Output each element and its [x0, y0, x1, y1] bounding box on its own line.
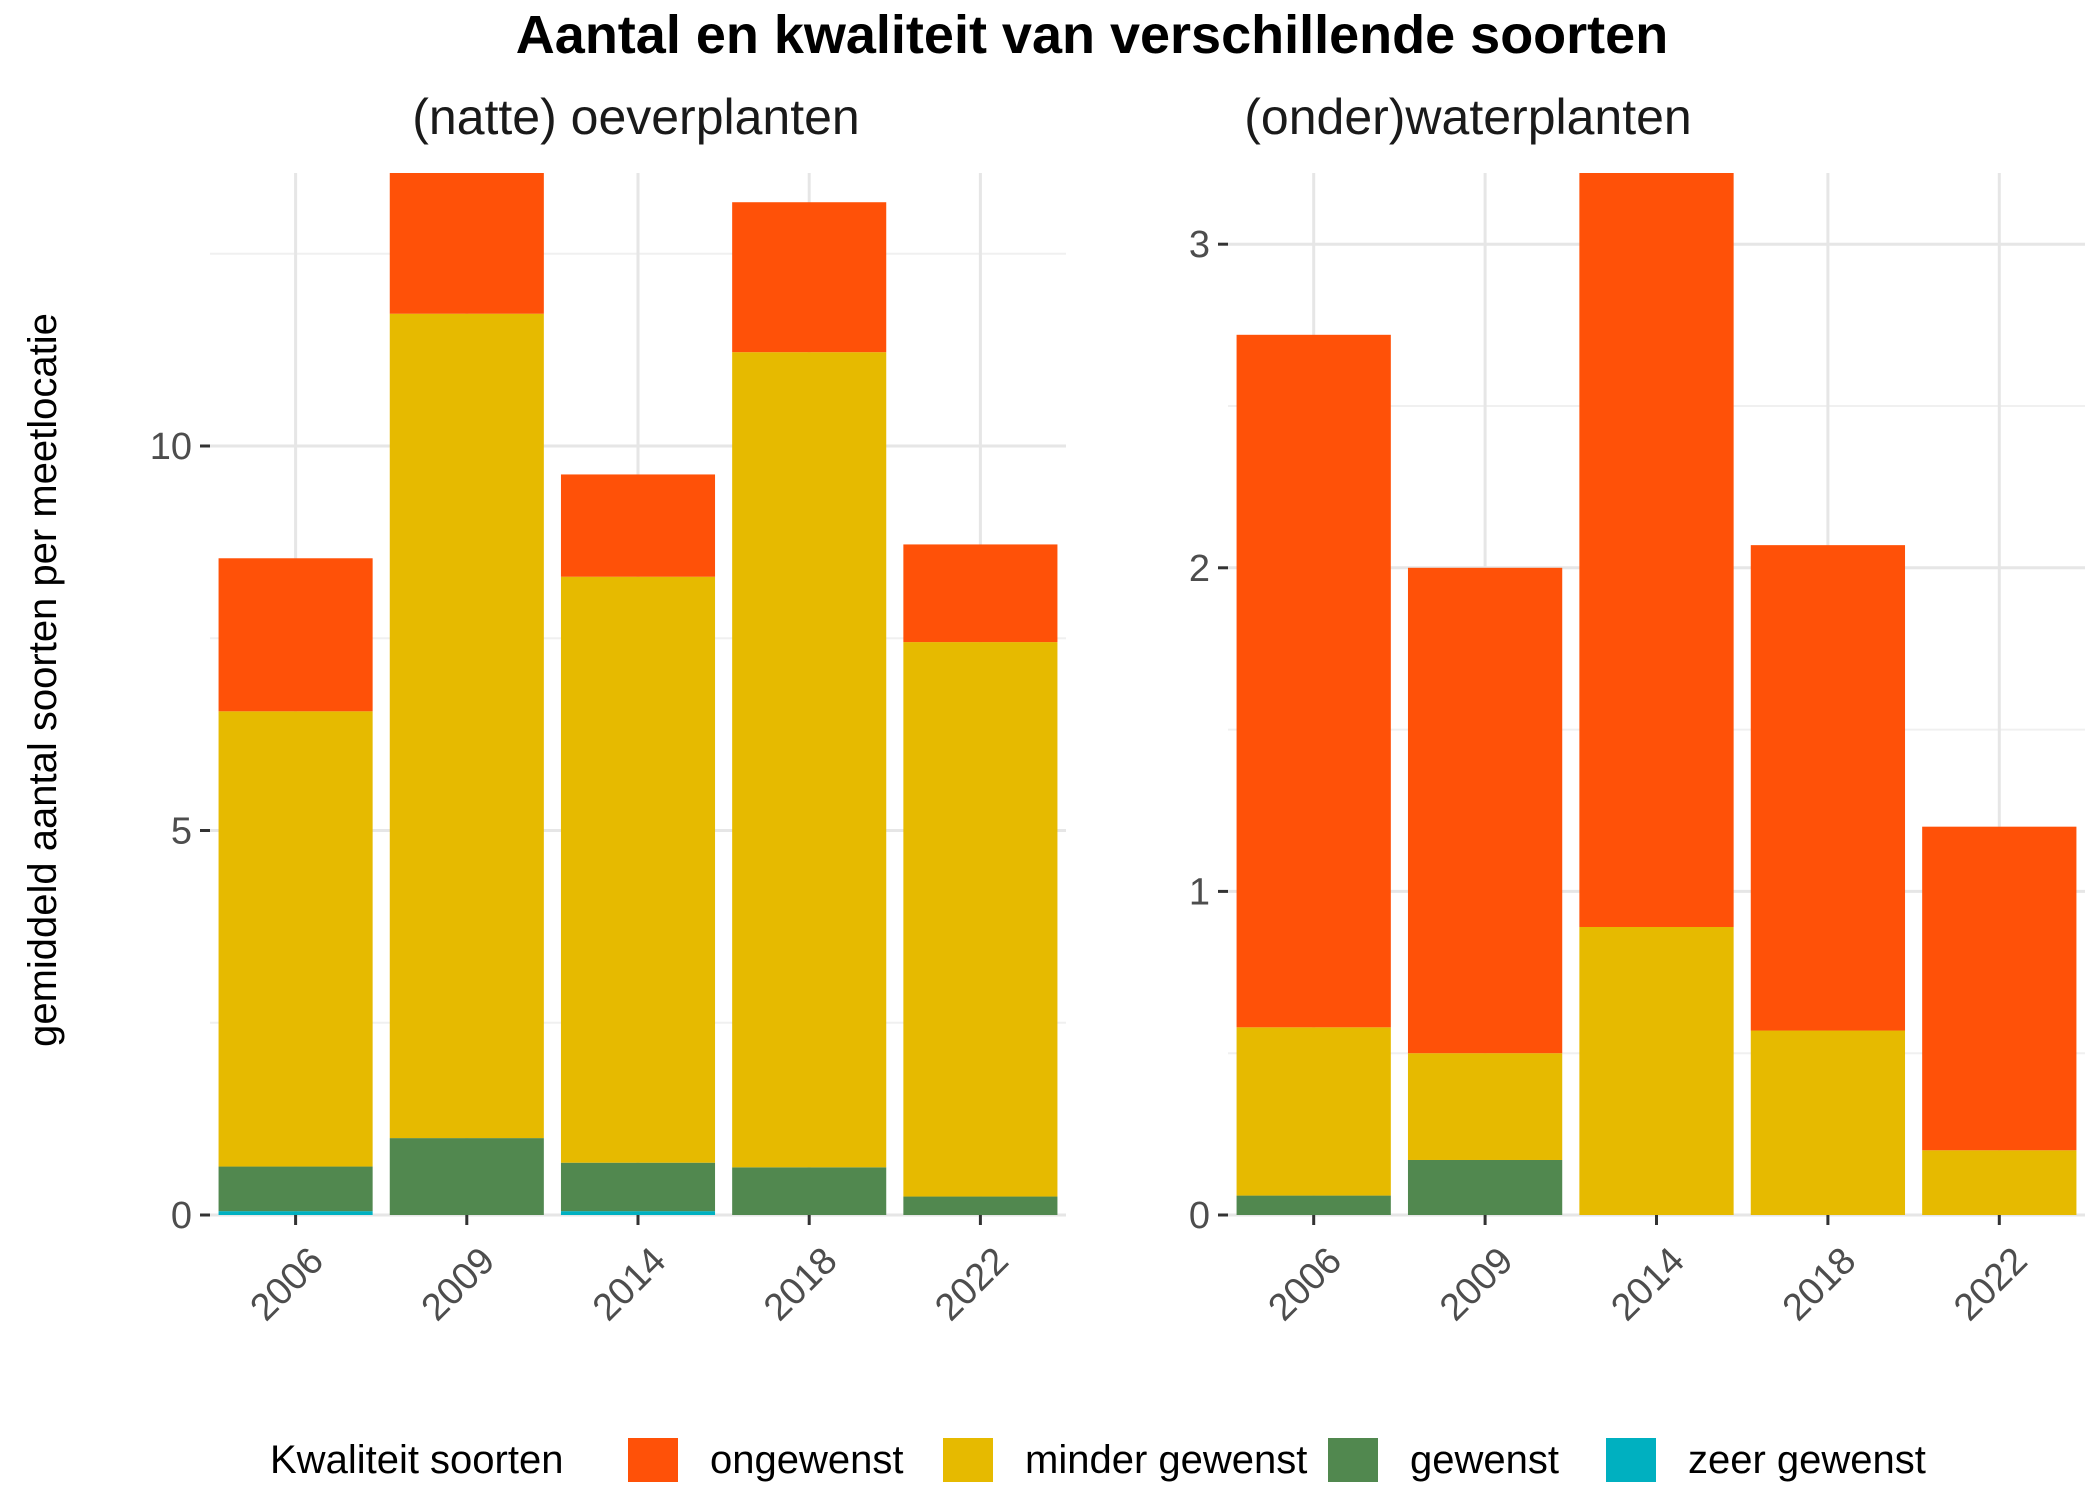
- bar-segment-ongewenst-2009: [1407, 567, 1563, 1054]
- y-tick-label: 1: [1189, 871, 1210, 913]
- y-tick-label: 2: [1189, 548, 1210, 590]
- bar-segment-minder-gewenst-2014: [1579, 926, 1734, 1215]
- bar-segment-minder-gewenst-2006: [1236, 1027, 1391, 1196]
- x-tick-label-2018: 2018: [756, 1240, 845, 1329]
- bar-segment-ongewenst-2022: [1922, 826, 2077, 1151]
- x-tick-label-2022: 2022: [927, 1240, 1016, 1329]
- legend-label-ongewenst: ongewenst: [710, 1438, 903, 1482]
- y-tick-label: 0: [1189, 1195, 1210, 1237]
- y-tick-label: 3: [1189, 224, 1210, 266]
- y-axis-label: gemiddeld aantal soorten per meetlocatie: [21, 313, 65, 1047]
- legend-swatch-zeer-gewenst: [1606, 1438, 1656, 1482]
- bar-segment-minder-gewenst-2022: [1922, 1150, 2077, 1215]
- bar-segment-zeer-gewenst-2014: [560, 1211, 716, 1215]
- y-tick-label: 0: [171, 1195, 192, 1237]
- bar-segment-minder-gewenst-2009: [389, 313, 544, 1139]
- panel-oeverplanten: (natte) oeverplanten 0 5 10 2006 2009 2014 201…: [150, 89, 1066, 1329]
- bar-segment-gewenst-2006: [218, 1166, 373, 1212]
- bar-segment-gewenst-2018: [732, 1167, 887, 1215]
- bar-segment-ongewenst-2006: [1236, 334, 1391, 1028]
- bar-segment-ongewenst-2006: [218, 558, 373, 712]
- x-tick-label-2006: 2006: [1261, 1240, 1350, 1329]
- bar-segment-zeer-gewenst-2006: [218, 1211, 373, 1215]
- bar-segment-gewenst-2006: [1236, 1195, 1391, 1215]
- panel-waterplanten: (onder)waterplanten 0 1 2 3 2006 2009 2014 2018…: [1189, 89, 2085, 1329]
- legend-label-gewenst: gewenst: [1410, 1438, 1559, 1482]
- bar-segment-ongewenst-2009: [389, 173, 544, 314]
- bar-segment-minder-gewenst-2018: [732, 352, 887, 1168]
- bar-segment-gewenst-2022: [903, 1196, 1058, 1215]
- bar-segment-minder-gewenst-2022: [903, 642, 1058, 1197]
- bar-segment-ongewenst-2022: [903, 544, 1058, 643]
- x-tick-label-2014: 2014: [1603, 1240, 1692, 1329]
- legend: Kwaliteit soorten ongewenst minder gewens…: [270, 1438, 1926, 1482]
- bar-segment-gewenst-2009: [389, 1138, 544, 1215]
- x-tick-label-2014: 2014: [585, 1240, 674, 1329]
- bar-segment-ongewenst-2018: [1750, 545, 1906, 1031]
- legend-title: Kwaliteit soorten: [270, 1438, 563, 1482]
- bar-segment-minder-gewenst-2009: [1407, 1053, 1563, 1160]
- x-tick-label-2009: 2009: [414, 1240, 503, 1329]
- legend-swatch-gewenst: [1328, 1438, 1378, 1482]
- legend-label-minder-gewenst: minder gewenst: [1025, 1438, 1307, 1482]
- x-tick-label-2018: 2018: [1775, 1240, 1864, 1329]
- bar-segment-gewenst-2009: [1407, 1159, 1563, 1215]
- x-tick-label-2009: 2009: [1432, 1240, 1521, 1329]
- bar-segment-minder-gewenst-2006: [218, 711, 373, 1167]
- bar-segment-ongewenst-2014: [560, 474, 716, 577]
- bar-segment-minder-gewenst-2018: [1750, 1030, 1906, 1215]
- bar-segment-gewenst-2014: [560, 1162, 716, 1212]
- x-tick-label-2006: 2006: [242, 1240, 331, 1329]
- chart-title: Aantal en kwaliteit van verschillende so…: [516, 5, 1668, 65]
- y-tick-label: 5: [171, 810, 192, 852]
- legend-swatch-ongewenst: [628, 1438, 678, 1482]
- legend-swatch-minder-gewenst: [943, 1438, 993, 1482]
- panel-title-oeverplanten: (natte) oeverplanten: [412, 89, 860, 145]
- bar-segment-minder-gewenst-2014: [560, 576, 716, 1163]
- x-tick-label-2022: 2022: [1946, 1240, 2035, 1329]
- panel-title-waterplanten: (onder)waterplanten: [1244, 89, 1692, 145]
- bar-segment-ongewenst-2018: [732, 202, 887, 353]
- y-tick-label: 10: [150, 426, 192, 468]
- bar-segment-ongewenst-2014: [1579, 173, 1734, 927]
- legend-label-zeer-gewenst: zeer gewenst: [1688, 1438, 1926, 1482]
